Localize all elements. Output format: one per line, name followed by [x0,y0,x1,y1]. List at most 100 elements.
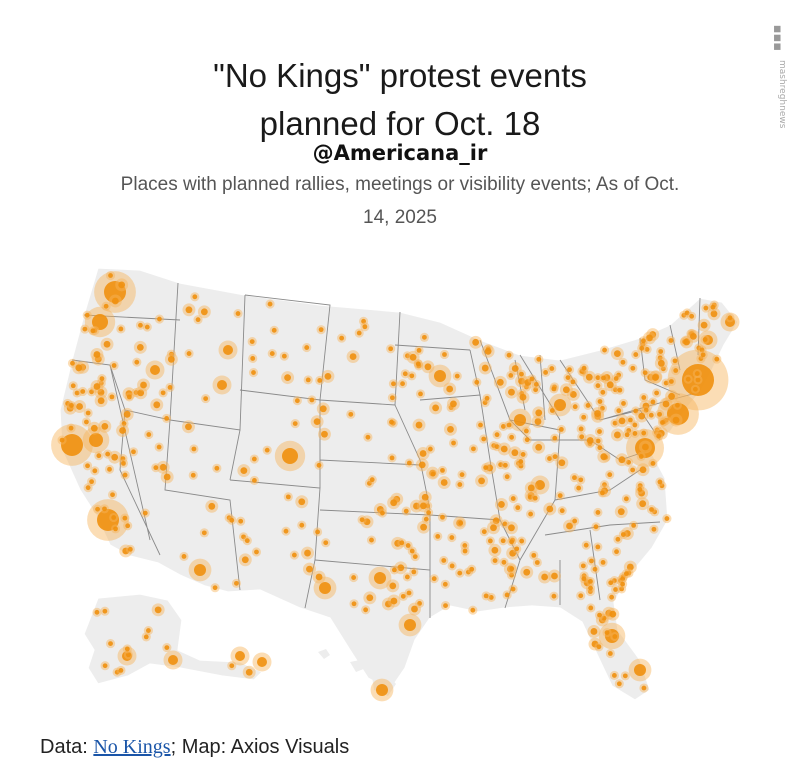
event-marker [494,444,500,450]
event-marker [292,421,298,427]
event-marker [103,303,109,309]
event-marker [478,422,483,428]
event-marker [451,440,456,446]
event-marker [252,478,257,483]
event-marker [623,496,629,502]
event-marker [663,380,669,386]
event-marker [506,352,512,358]
event-marker [543,370,549,375]
event-marker [651,526,657,532]
event-marker [389,455,395,461]
event-marker [491,546,499,554]
event-marker [509,549,517,557]
event-marker [191,446,197,452]
event-marker [318,327,324,333]
event-marker [240,467,248,475]
event-marker [143,634,149,640]
event-marker [578,477,584,483]
event-marker [390,499,398,507]
event-marker [631,522,637,528]
event-marker [122,472,128,478]
event-marker [234,580,239,586]
watermark-text: mashreghnews.ir [777,60,787,128]
event-marker [400,381,405,387]
event-marker [641,685,647,691]
event-marker [190,472,196,478]
event-marker [520,452,526,457]
event-marker [323,540,329,546]
event-marker [725,317,735,327]
event-marker [640,341,646,347]
event-marker [304,549,311,557]
event-marker [411,569,417,575]
event-marker [389,395,395,401]
event-marker [164,415,170,421]
event-marker [639,500,647,508]
event-marker [108,641,113,647]
event-marker [638,454,644,459]
event-marker [570,379,576,385]
event-marker [620,532,626,537]
event-marker [597,399,603,404]
event-marker [107,466,112,472]
event-marker [208,502,216,510]
event-marker [447,425,454,433]
event-marker [144,324,150,330]
event-marker [374,572,386,584]
event-marker [558,459,566,467]
event-marker [185,423,192,431]
event-marker [212,585,218,591]
event-marker [251,370,256,375]
event-marker [612,387,618,393]
event-marker [118,667,124,673]
no-kings-link[interactable]: No Kings [93,736,171,758]
event-marker [192,294,198,300]
event-marker [616,681,622,687]
event-marker [702,337,708,342]
event-marker [617,508,625,516]
event-marker [642,443,649,451]
event-marker [664,516,670,521]
event-marker [446,385,454,393]
event-marker [462,548,468,554]
event-marker [703,305,709,311]
event-marker [639,466,647,474]
event-marker [510,586,516,592]
event-marker [637,483,643,488]
event-marker [164,645,170,651]
event-marker [235,651,245,661]
event-marker [659,483,665,489]
event-marker [257,657,267,667]
event-marker [600,453,608,461]
event-marker [249,339,255,344]
event-marker [97,509,119,531]
event-marker [496,378,504,386]
event-marker [569,391,577,398]
event-marker [588,585,593,591]
event-marker [203,396,209,401]
event-marker [283,528,289,534]
event-marker [125,523,131,529]
event-marker [75,364,83,372]
event-marker [114,669,120,675]
event-marker [554,399,566,411]
event-marker [523,428,529,434]
event-marker [514,546,520,552]
event-marker [351,601,357,607]
event-marker [404,574,410,580]
event-marker [422,334,427,340]
event-marker [271,327,277,333]
event-marker [609,594,615,600]
event-marker [657,411,662,417]
event-marker [304,345,310,350]
event-marker [684,310,690,316]
event-marker [612,578,617,584]
event-marker [572,518,578,524]
event-marker [535,409,543,417]
event-marker [169,351,174,357]
event-marker [285,494,291,500]
event-marker [615,536,621,542]
event-marker [391,381,396,387]
event-marker [465,569,471,575]
event-marker [136,343,144,351]
